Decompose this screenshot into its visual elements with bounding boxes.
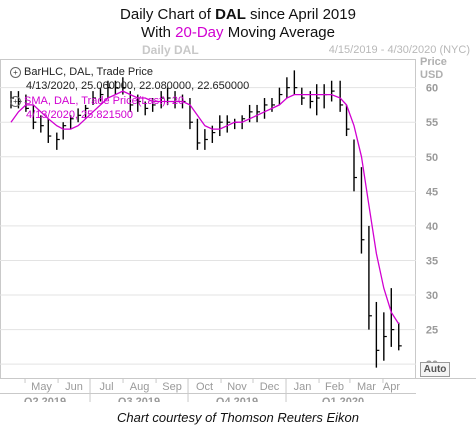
x-axis-ticks: May Jun Jul Aug Sep Oct Nov Dec Jan Feb Mar Apr Q2 2… [24,378,400,402]
y-tick-label: 60 [426,83,438,95]
legend-bar-title-text: BarHLC, DAL, Trade Price [24,66,153,78]
month-label: Jul [100,381,114,393]
month-label: Feb [325,381,344,393]
title-ticker: DAL [215,6,246,23]
chart-credit: Chart courtesy of Thomson Reuters Eikon [116,410,360,425]
subtitle-suffix: Moving Average [223,24,335,41]
legend-bar-title[interactable]: + BarHLC, DAL, Trade Price [10,66,153,78]
month-label: Nov [227,381,247,393]
month-label: Dec [260,381,280,393]
subtitle-highlight: 20-Day [175,24,224,41]
date-range-label: 4/15/2019 - 4/30/2020 (NYC) [328,44,470,56]
month-label: Sep [162,381,182,393]
chart-title-line-2: With 20-Day Moving Average [0,24,476,41]
sma-line [10,90,400,325]
legend-sma-values: 4/13/2020, 25.821500 [26,109,134,121]
legend-bar-values: 4/13/2020, 25.060000, 22.080000, 22.6500… [26,80,250,92]
y-tick-label: 30 [426,290,438,302]
title-suffix: since April 2019 [245,6,356,23]
price-axis-label-line-2: USD [420,69,444,81]
title-prefix: Daily Chart of [120,6,216,23]
legend-bar-icon[interactable]: + [10,66,21,78]
quarter-label: Q3 2019 [118,396,160,402]
y-tick-label: 25 [426,325,438,337]
month-label: Oct [196,381,213,393]
plot-frame [0,59,416,379]
price-chart[interactable]: 202530354045505560 MayJunJulAugSepOctNov… [0,42,476,402]
month-label: Jan [294,381,312,393]
month-label: Apr [383,381,400,393]
quarter-label: Q4 2019 [216,396,258,402]
legend-sma-title[interactable]: + SMA, DAL, Trade Price(Last), 20 [10,95,184,107]
y-axis-ticks: 202530354045505560 [426,83,438,372]
legend-sma-icon[interactable]: + [10,95,21,107]
subtitle-prefix: With [141,24,176,41]
y-tick-label: 35 [426,255,438,267]
hlc-bars [10,70,402,368]
month-label: May [31,381,52,393]
month-label: Mar [357,381,376,393]
chart-instrument-label: Daily DAL [142,43,199,57]
price-axis-label: Price USD [420,56,447,82]
auto-scale-button[interactable]: Auto [420,362,450,377]
y-tick-label: 40 [426,221,438,233]
y-tick-label: 50 [426,152,438,164]
chart-title-line-1: Daily Chart of DAL since April 2019 [0,6,476,23]
grid-lines [0,87,416,365]
quarter-label: Q2 2019 [24,396,66,402]
sma-line-group [10,90,400,325]
month-label: Aug [130,381,150,393]
y-tick-label: 45 [426,186,438,198]
month-label: Jun [65,381,83,393]
legend-sma-title-text: SMA, DAL, Trade Price(Last), 20 [24,95,185,107]
price-axis-label-line-1: Price [420,56,447,68]
quarter-label: Q1 2020 [322,396,364,402]
y-tick-label: 55 [426,117,438,129]
